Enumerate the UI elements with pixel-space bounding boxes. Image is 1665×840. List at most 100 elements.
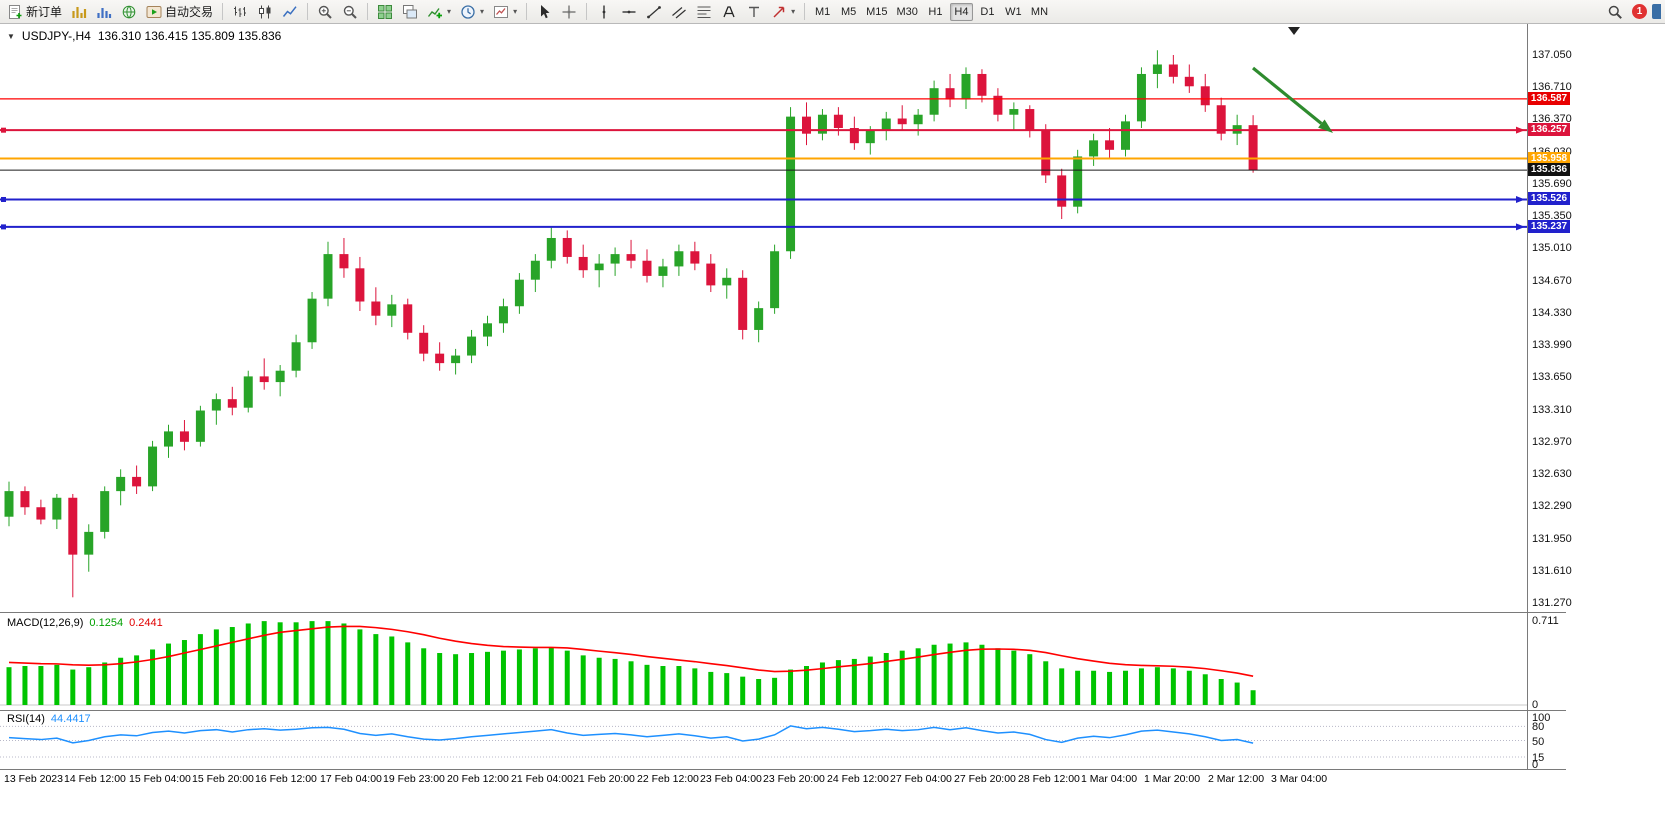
price-tick-label: 133.650 xyxy=(1532,371,1572,384)
candlestick xyxy=(849,116,859,150)
horizontal-line-tool-button[interactable] xyxy=(617,2,641,22)
line-chart-mode-button[interactable] xyxy=(278,2,302,22)
candlestick xyxy=(530,254,540,293)
macd-histogram-bar xyxy=(915,648,921,705)
navigator-button[interactable] xyxy=(117,2,141,22)
collapse-triangle-icon[interactable]: ▼ xyxy=(7,31,15,41)
new-order-button[interactable]: 新订单 xyxy=(3,2,66,22)
rsi-panel[interactable] xyxy=(0,711,1527,769)
macd-histogram-bar xyxy=(995,648,1001,705)
data-window-button[interactable] xyxy=(92,2,116,22)
candlestick xyxy=(802,102,811,146)
macd-histogram-bar xyxy=(1059,668,1065,705)
edge-panel-icon[interactable] xyxy=(1652,4,1661,19)
chart-title: ▼ USDJPY-,H4 136.310 136.415 135.809 135… xyxy=(7,29,281,43)
macd-histogram-bar xyxy=(963,642,969,705)
timeframe-h1-button[interactable]: H1 xyxy=(924,3,947,21)
timeframe-m30-button[interactable]: M30 xyxy=(894,3,921,21)
candlestick xyxy=(1152,50,1162,89)
caret-down-icon: ▾ xyxy=(447,7,452,16)
candlestick xyxy=(1248,115,1258,173)
trend-arrow-head-icon xyxy=(1318,119,1333,133)
line-chart-icon xyxy=(282,4,298,20)
candlestick xyxy=(36,499,46,525)
price-tick-label: 133.310 xyxy=(1532,403,1572,416)
candlestick xyxy=(1168,55,1178,84)
time-axis-label: 1 Mar 20:00 xyxy=(1144,773,1201,785)
macd-panel[interactable] xyxy=(0,613,1527,710)
candlestick xyxy=(1216,97,1226,141)
autotrade-play-icon xyxy=(146,4,162,20)
bar-chart-mode-button[interactable] xyxy=(228,2,252,22)
vertical-line-tool-button[interactable] xyxy=(592,2,616,22)
macd-histogram-bar xyxy=(277,622,283,705)
price-axis-separator xyxy=(1527,24,1528,769)
main-macd-separator[interactable] xyxy=(0,612,1566,613)
rsi-axis-label: 100 xyxy=(1532,712,1551,724)
templates-button[interactable]: ▾ xyxy=(489,2,521,22)
chart-shift-marker-icon[interactable] xyxy=(1288,27,1300,35)
time-axis[interactable]: 13 Feb 2023 14 Feb 12:00 15 Feb 04:00 15 Fe… xyxy=(0,771,1527,787)
price-tick-label: 134.670 xyxy=(1532,274,1572,287)
cascade-windows-button[interactable] xyxy=(398,2,422,22)
candlestick xyxy=(148,440,158,492)
rsi-line xyxy=(8,725,1254,744)
timeframe-m1-button[interactable]: M1 xyxy=(811,3,834,21)
cursor-tool-button[interactable] xyxy=(532,2,556,22)
channel-icon xyxy=(671,4,687,20)
timeframe-m5-button[interactable]: M5 xyxy=(837,3,860,21)
timeframe-h4-button[interactable]: H4 xyxy=(949,2,973,21)
timeframe-d1-button[interactable]: D1 xyxy=(976,3,999,21)
candlestick xyxy=(307,292,317,349)
macd-histogram-bar xyxy=(580,655,586,705)
symbol-search-button[interactable] xyxy=(1603,2,1627,22)
price-axis[interactable]: 137.050136.710136.370136.030135.690135.3… xyxy=(1528,0,1665,790)
macd-histogram-bar xyxy=(1138,668,1144,705)
time-axis-label: 14 Feb 12:00 xyxy=(64,773,126,785)
macd-histogram-bar xyxy=(213,629,219,705)
text-tool-button[interactable] xyxy=(717,2,741,22)
candlestick xyxy=(945,73,955,108)
price-tick-label: 131.270 xyxy=(1532,596,1572,609)
candlestick-mode-button[interactable] xyxy=(253,2,277,22)
line-end-arrow-icon xyxy=(1516,223,1525,231)
candlestick xyxy=(993,88,1003,122)
horizontal-line-icon xyxy=(621,4,637,20)
arrows-tool-button[interactable]: ▾ xyxy=(767,2,799,22)
label-tool-button[interactable] xyxy=(742,2,766,22)
candlestick xyxy=(1073,149,1083,214)
tile-windows-button[interactable] xyxy=(373,2,397,22)
fibonacci-tool-button[interactable] xyxy=(692,2,716,22)
trend-arrow-annotation[interactable] xyxy=(1251,66,1323,125)
macd-rsi-separator[interactable] xyxy=(0,710,1566,711)
macd-histogram-bar xyxy=(485,651,490,705)
crosshair-icon xyxy=(561,4,577,20)
zoom-out-button[interactable] xyxy=(338,2,362,22)
macd-histogram-bar xyxy=(756,679,762,705)
indicators-button[interactable]: ▾ xyxy=(423,2,455,22)
trendline-tool-button[interactable] xyxy=(642,2,666,22)
macd-histogram-bar xyxy=(1218,679,1224,705)
candlestick xyxy=(754,301,764,343)
macd-histogram-bar xyxy=(357,629,363,705)
market-watch-button[interactable] xyxy=(67,2,91,22)
macd-histogram-bar xyxy=(325,621,331,705)
zoom-in-button[interactable] xyxy=(313,2,337,22)
crosshair-tool-button[interactable] xyxy=(557,2,581,22)
price-tick-label: 135.350 xyxy=(1532,210,1572,223)
macd-histogram-bar xyxy=(979,644,985,705)
ohlc-bars-icon xyxy=(232,4,248,20)
auto-trading-button[interactable]: 自动交易 xyxy=(142,2,217,22)
timeframe-mn-button[interactable]: MN xyxy=(1028,3,1051,21)
notification-badge[interactable]: 1 xyxy=(1632,4,1647,19)
channel-tool-button[interactable] xyxy=(667,2,691,22)
macd-histogram-bar xyxy=(150,649,156,705)
candlestick xyxy=(52,493,62,530)
periods-button[interactable]: ▾ xyxy=(456,2,488,22)
timeframe-m15-button[interactable]: M15 xyxy=(863,3,890,21)
price-chart[interactable] xyxy=(0,24,1527,612)
price-tick-label: 131.950 xyxy=(1532,532,1572,545)
macd-histogram-bar xyxy=(38,666,44,705)
timeframe-w1-button[interactable]: W1 xyxy=(1002,3,1025,21)
candlestick xyxy=(100,486,110,539)
